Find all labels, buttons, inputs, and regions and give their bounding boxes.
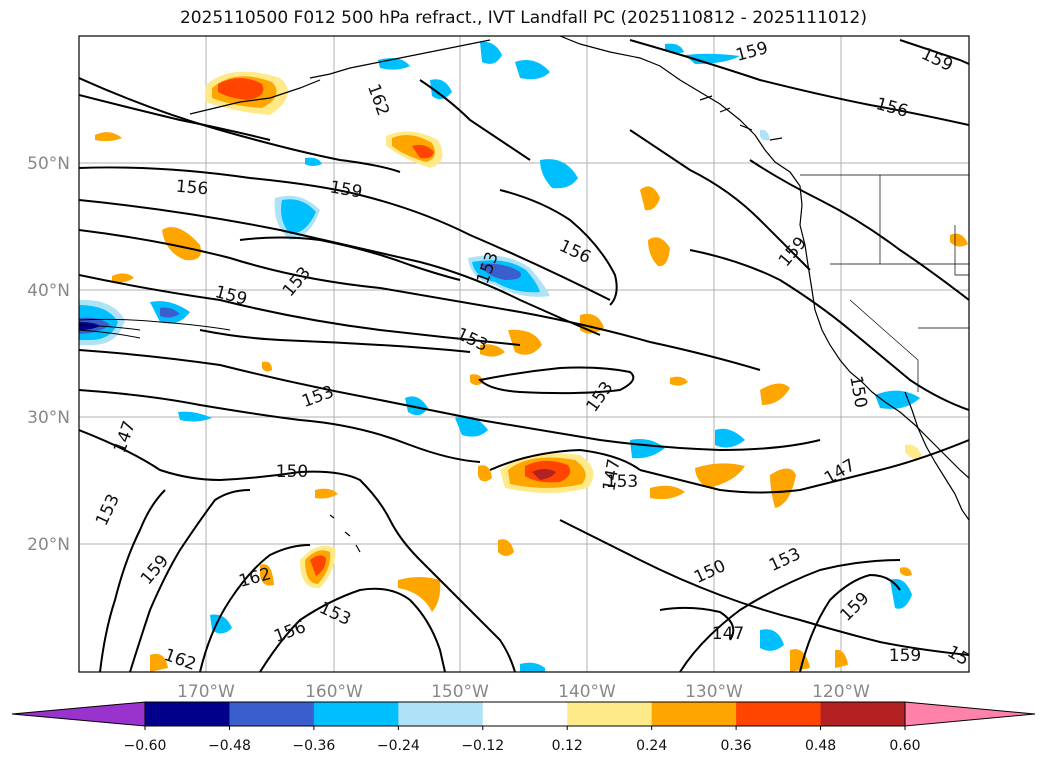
colorbar-segment [651,702,737,726]
coastlines [189,36,969,553]
colorbar-outline [144,701,906,727]
positive-anomaly-shading [95,71,968,672]
colorbar-tick-label: 0.48 [805,738,836,754]
lon-label-160w: 160°W [305,682,363,702]
contour-label: 156 [175,177,209,200]
lat-label-50n: 50°N [27,154,70,174]
colorbar-segment [229,702,315,726]
longitude-labels: 170°W 160°W 150°W 140°W 130°W 120°W [177,682,870,702]
colorbar-extend-max [904,701,1036,727]
colorbar-segment [313,702,399,726]
colorbar-tick-label: 0.36 [721,738,752,754]
colorbar-tick-label: −0.60 [124,738,167,754]
lat-label-40n: 40°N [27,281,70,301]
negative-anomaly-shading [79,41,920,672]
latitude-labels: 50°N 40°N 30°N 20°N [27,154,70,555]
colorbar-extend-min [11,701,146,727]
thin-contours [79,318,231,339]
contour-label: 147 [712,624,744,644]
lon-label-140w: 140°W [558,682,616,702]
colorbar-tick-label: −0.36 [292,738,335,754]
lat-label-30n: 30°N [27,408,70,428]
contour-label: 159 [889,646,921,666]
colorbar-segment [398,702,484,726]
colorbar-tick-label: 0.12 [552,738,583,754]
colorbar-segment [567,702,653,726]
colorbar-tick-label: −0.24 [377,738,420,754]
colorbar-tick-label: 0.60 [889,738,920,754]
lon-label-170w: 170°W [177,682,235,702]
map-title: 2025110500 F012 500 hPa refract., IVT La… [179,8,867,28]
colorbar-segment [482,702,568,726]
gridlines [79,36,969,672]
map-frame [78,35,970,673]
refractivity-contours [79,39,969,672]
lat-label-20n: 20°N [27,535,70,555]
lon-label-130w: 130°W [685,682,743,702]
colorbar-tick-label: −0.12 [461,738,504,754]
colorbar-tick-label: −0.48 [208,738,251,754]
lon-label-150w: 150°W [431,682,489,702]
colorbar: −0.60 −0.48 −0.36 −0.24 −0.12 0.12 0.24 0.36 0.4… [11,701,1036,754]
contour-label: 153 [606,472,638,492]
political-borders [800,174,969,392]
contour-label: 150 [276,462,308,482]
colorbar-segment [145,702,230,726]
colorbar-tick-label: 0.24 [636,738,667,754]
colorbar-segment [736,702,822,726]
lon-label-120w: 120°W [812,682,870,702]
colorbar-segment [820,702,906,726]
